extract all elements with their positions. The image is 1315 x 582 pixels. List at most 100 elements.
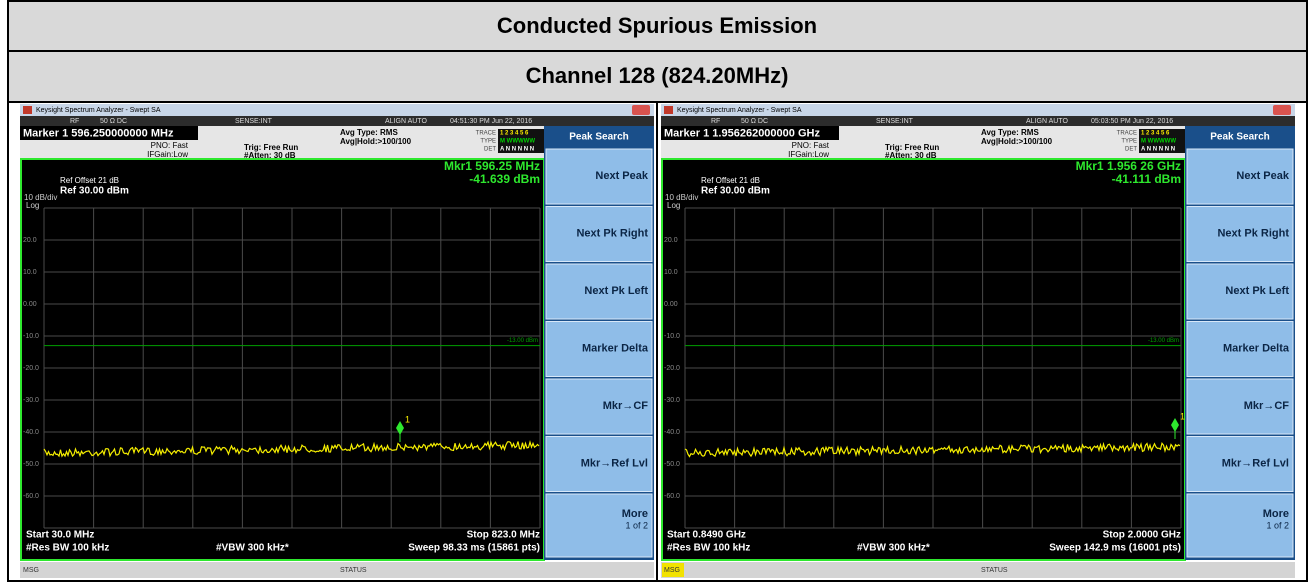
- marker-readout: Marker 1 1.956262000000 GHz: [664, 127, 820, 139]
- softkey-label: Marker Delta: [1223, 342, 1290, 354]
- msg: MSG: [664, 567, 680, 574]
- y-axis-label: -60.0: [664, 493, 680, 500]
- trace-label: TYPE: [1121, 139, 1137, 145]
- y-axis-label: -10.0: [664, 333, 680, 340]
- status-text: RF: [70, 118, 79, 125]
- close-button: [1273, 105, 1291, 115]
- softkey-label: More: [622, 508, 648, 520]
- ref-offset: Ref Offset 21 dB: [701, 176, 760, 185]
- softkey-label: Next Pk Left: [584, 285, 648, 297]
- status: STATUS: [981, 567, 1008, 574]
- softkey-label: Mkr→CF: [1244, 400, 1290, 412]
- trace-label: TRACE: [1117, 131, 1137, 137]
- softkey-label: Next Pk Left: [1225, 285, 1289, 297]
- status-text: 50 Ω DC: [100, 118, 127, 125]
- trace-row: M WWWWW: [500, 139, 535, 145]
- avg-hold: Avg|Hold:>100/100: [340, 137, 412, 146]
- marker-frequency: Mkr1 1.956 26 GHz: [1076, 159, 1181, 173]
- y-axis-label: -30.0: [23, 397, 39, 404]
- pno: PNO: Fast: [792, 141, 830, 150]
- ifgain: IFGain:Low: [788, 150, 829, 159]
- title: Conducted Spurious Emission: [497, 13, 817, 38]
- marker-readout: Marker 1 596.250000000 MHz: [23, 127, 174, 139]
- limit-label: -13.00 dBm: [507, 338, 538, 344]
- res-bw: #Res BW 100 kHz: [26, 543, 109, 554]
- softkey-label: Marker Delta: [582, 342, 649, 354]
- softkey-label: Mkr→CF: [603, 400, 649, 412]
- y-axis-label: -20.0: [23, 365, 39, 372]
- vbw: #VBW 300 kHz*: [857, 543, 930, 554]
- trace-row: A N N N N N: [500, 147, 534, 153]
- softkey-page: 1 of 2: [625, 520, 648, 530]
- start: Start 30.0 MHz: [26, 530, 94, 541]
- plot-area: [21, 159, 544, 560]
- trace-row: M WWWWW: [1141, 139, 1176, 145]
- softkey-label: More: [1263, 508, 1289, 520]
- marker-frequency: Mkr1 596.25 MHz: [444, 159, 540, 173]
- ifgain: IFGain:Low: [147, 150, 188, 159]
- y-axis-label: 10.0: [23, 269, 37, 276]
- trace-label: TYPE: [480, 139, 496, 145]
- marker-level: -41.111 dBm: [1112, 172, 1181, 186]
- window-title: Keysight Spectrum Analyzer - Swept SA: [677, 107, 802, 114]
- close-button: [632, 105, 650, 115]
- subtitle: Channel 128 (824.20MHz): [526, 63, 789, 88]
- trace-row: 1 2 3 4 5 6: [1141, 131, 1170, 137]
- trace-row: 1 2 3 4 5 6: [500, 131, 529, 137]
- y-axis-label: 20.0: [664, 237, 678, 244]
- log: Log: [26, 201, 39, 210]
- marker-tag: 1: [1180, 411, 1185, 421]
- y-axis-label: -20.0: [664, 365, 680, 372]
- res-bw: #Res BW 100 kHz: [667, 543, 750, 554]
- trace-label: DET: [1125, 147, 1137, 153]
- status-text: ALIGN AUTO: [385, 118, 427, 125]
- status: STATUS: [340, 567, 367, 574]
- status-text: SENSE:INT: [235, 118, 273, 125]
- vbw: #VBW 300 kHz*: [216, 543, 289, 554]
- status-text: 04:51:30 PM Jun 22, 2016: [450, 118, 532, 125]
- plot-area: [662, 159, 1185, 560]
- pno: PNO: Fast: [151, 141, 189, 150]
- sweep: Sweep 98.33 ms (15861 pts): [408, 543, 540, 554]
- y-axis-label: -50.0: [23, 461, 39, 468]
- y-axis-label: -40.0: [664, 429, 680, 436]
- log: Log: [667, 201, 680, 210]
- page: Conducted Spurious Emission Channel 128 …: [0, 0, 1315, 582]
- y-axis-label: -50.0: [664, 461, 680, 468]
- y-axis-label: 0.00: [23, 301, 37, 308]
- marker-level: -41.639 dBm: [469, 172, 540, 186]
- stop: Stop 823.0 MHz: [467, 530, 540, 541]
- analyzer-window: Keysight Spectrum Analyzer - Swept SA RF 5…: [20, 104, 654, 578]
- avg-type: Avg Type: RMS: [981, 128, 1039, 137]
- msg: MSG: [23, 567, 39, 574]
- status-text: RF: [711, 118, 720, 125]
- ref-level: Ref 30.00 dBm: [60, 186, 129, 197]
- softkey-title: Peak Search: [569, 132, 629, 143]
- softkey-page: 1 of 2: [1266, 520, 1289, 530]
- trace-label: TRACE: [476, 131, 496, 137]
- marker-tag: 1: [405, 414, 410, 424]
- softkey-label: Mkr→Ref Lvl: [581, 457, 648, 469]
- status-bar: [661, 562, 1295, 578]
- status-text: 05:03:50 PM Jun 22, 2016: [1091, 118, 1173, 125]
- softkey-label: Next Pk Right: [576, 227, 648, 239]
- status-text: ALIGN AUTO: [1026, 118, 1068, 125]
- trace-row: A N N N N N: [1141, 147, 1175, 153]
- limit-label: -13.00 dBm: [1148, 338, 1179, 344]
- y-axis-label: -60.0: [23, 493, 39, 500]
- trace-label: DET: [484, 147, 496, 153]
- ref-level: Ref 30.00 dBm: [701, 186, 770, 197]
- stop: Stop 2.0000 GHz: [1103, 530, 1181, 541]
- app-icon: [664, 106, 673, 114]
- y-axis-label: -30.0: [664, 397, 680, 404]
- softkey-label: Next Peak: [595, 170, 648, 182]
- y-axis-label: 10.0: [664, 269, 678, 276]
- softkey-title: Peak Search: [1210, 132, 1270, 143]
- status-text: SENSE:INT: [876, 118, 914, 125]
- window-title: Keysight Spectrum Analyzer - Swept SA: [36, 107, 161, 114]
- softkey-label: Next Peak: [1236, 170, 1289, 182]
- avg-hold: Avg|Hold:>100/100: [981, 137, 1053, 146]
- start: Start 0.8490 GHz: [667, 530, 746, 541]
- app-icon: [23, 106, 32, 114]
